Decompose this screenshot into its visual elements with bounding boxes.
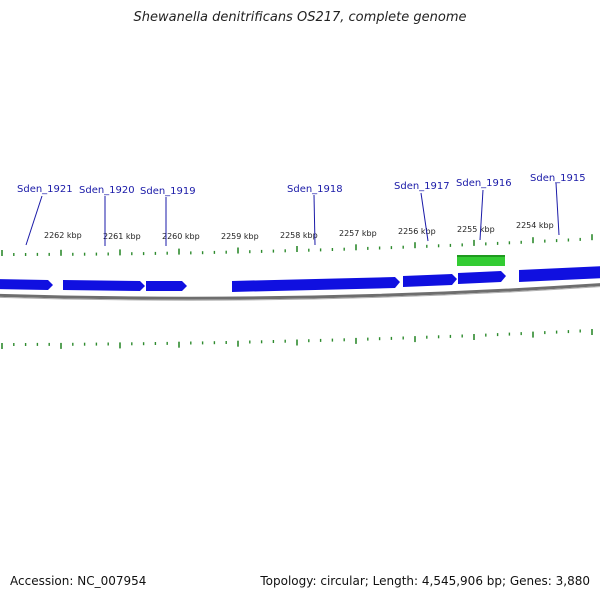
gene-label[interactable]: Sden_1918 [287, 184, 343, 195]
gene-label[interactable]: Sden_1916 [456, 178, 512, 189]
highlighted-feature-edge [457, 255, 505, 257]
gene-label[interactable]: Sden_1920 [79, 185, 135, 196]
scale-label: 2262 kbp [44, 231, 82, 240]
leader-line [479, 189, 484, 241]
gene-label[interactable]: Sden_1915 [530, 173, 586, 184]
map-title: Shewanella denitrificans OS217, complete… [133, 10, 467, 25]
scale-label: 2260 kbp [162, 232, 200, 241]
leader-line [555, 182, 560, 236]
gene-label[interactable]: Sden_1919 [140, 186, 196, 197]
gene-features [0, 255, 600, 292]
gene-arrow[interactable] [146, 281, 187, 291]
genome-backbone [0, 283, 600, 300]
gene-arrow[interactable] [519, 266, 600, 282]
topology-summary: Topology: circular; Length: 4,545,906 bp… [260, 574, 590, 588]
gene-arrow[interactable] [63, 280, 145, 291]
gene-label[interactable]: Sden_1917 [394, 181, 450, 192]
inner-scale-ticks [1, 329, 593, 349]
scale-label: 2259 kbp [221, 232, 259, 241]
leader-line [313, 194, 316, 246]
gene-arrow[interactable] [403, 274, 457, 287]
scale-label: 2255 kbp [457, 225, 495, 234]
gene-label[interactable]: Sden_1921 [17, 184, 73, 195]
scale-label: 2261 kbp [103, 232, 141, 241]
accession-text: Accession: NC_007954 [10, 574, 147, 588]
scale-labels: 2262 kbp 2261 kbp 2260 kbp 2259 kbp 2258… [44, 221, 554, 241]
leader-line [25, 195, 43, 246]
scale-label: 2254 kbp [516, 221, 554, 230]
gene-arrow[interactable] [232, 277, 400, 292]
highlighted-feature[interactable] [457, 255, 505, 266]
gene-arrow[interactable] [0, 279, 53, 290]
genome-backbone-shadow [0, 286, 600, 301]
scale-label: 2256 kbp [398, 227, 436, 236]
scale-label: 2257 kbp [339, 229, 377, 238]
gene-arrow[interactable] [458, 271, 506, 284]
scale-label: 2258 kbp [280, 231, 318, 240]
gene-labels: Sden_1921 Sden_1920 Sden_1919 Sden_1918 … [17, 173, 586, 197]
outer-scale-ticks [1, 234, 593, 256]
leader-line [420, 192, 429, 242]
gene-label-leaders [25, 182, 560, 246]
